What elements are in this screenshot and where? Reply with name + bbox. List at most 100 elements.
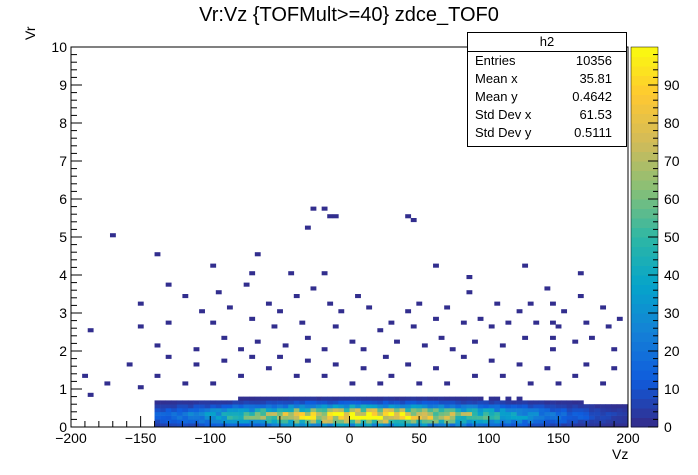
heatmap-cell [360,396,367,401]
heatmap-cell [460,354,467,359]
heatmap-cell [538,400,545,405]
heatmap-cell [371,404,378,409]
heatmap-cell [160,411,166,416]
stats-row: Entries 10356 [468,52,626,70]
heatmap-cell [577,408,584,413]
heatmap-cell [299,415,306,420]
heatmap-cell [499,373,506,378]
stats-key: Mean y [475,89,518,104]
heatmap-cell [310,396,317,401]
heatmap-cell [589,411,595,416]
heatmap-cell [572,423,579,428]
heatmap-cell [483,415,490,420]
heatmap-cell [449,423,456,428]
stats-row: Mean x 35.81 [468,70,626,88]
heatmap-cell [544,400,551,405]
heatmap-cell [238,396,244,401]
heatmap-cell [154,408,161,413]
heatmap-cell [589,415,595,420]
palette-step [631,379,658,390]
heatmap-cell [444,305,451,310]
heatmap-cell [327,419,334,424]
heatmap-cell [199,415,205,420]
color-palette [630,46,659,428]
heatmap-cell [327,423,334,428]
heatmap-cell [538,411,545,416]
heatmap-cell [511,411,517,416]
heatmap-cell [566,411,573,416]
palette-step [631,218,658,228]
heatmap-cell [516,404,523,409]
heatmap-cell [176,415,183,420]
heatmap-cell [438,419,445,424]
heatmap-cell [611,415,618,420]
heatmap-cell [187,404,194,409]
heatmap-cell [533,400,540,405]
heatmap-cell [282,408,289,413]
heatmap-cell [466,290,473,295]
heatmap-cell [288,419,295,424]
heatmap-cell [215,290,222,295]
palette-step [631,56,658,67]
heatmap-cell [321,411,328,416]
heatmap-cell [366,404,373,409]
heatmap-cell [433,396,439,401]
heatmap-cell [232,411,239,416]
heatmap-cell [332,400,339,405]
heatmap-cell [377,419,384,424]
chart-title: Vr:Vz {TOFMult>=40} zdce_TOF0 [199,4,499,26]
heatmap-cell [410,408,417,413]
heatmap-cell [316,404,322,409]
heatmap-cell [238,415,244,420]
z-tick-label: 40 [664,267,680,283]
heatmap-cell [533,404,540,409]
palette-step [631,275,658,285]
heatmap-cell [349,339,356,344]
heatmap-cell [405,408,412,413]
heatmap-cell [327,396,334,401]
heatmap-cell [455,396,462,401]
heatmap-cell [299,423,306,428]
heatmap-cell [366,411,373,416]
heatmap-cell [321,419,328,424]
heatmap-cell [243,419,250,424]
heatmap-cell [516,411,523,416]
heatmap-cell [449,415,456,420]
heatmap-cell [594,423,601,428]
heatmap-cell [410,404,417,409]
heatmap-cell [355,396,361,401]
heatmap-cell [293,404,300,409]
heatmap-cell [204,404,211,409]
heatmap-cell [109,233,116,238]
heatmap-cell [282,411,289,416]
heatmap-cell [232,400,239,405]
heatmap-cell [377,404,384,409]
heatmap-cell [221,415,228,420]
heatmap-cell [382,415,389,420]
heatmap-cell [388,415,395,420]
heatmap-cell [399,396,406,401]
heatmap-cell [405,362,412,367]
heatmap-cell [232,415,239,420]
heatmap-cell [410,419,417,424]
heatmap-cell [288,396,295,401]
heatmap-cell [472,404,478,409]
heatmap-cell [449,408,456,413]
heatmap-cell [505,396,512,401]
heatmap-cell [210,263,217,268]
heatmap-cell [282,415,289,420]
heatmap-cell [438,400,445,405]
heatmap-cell [332,411,339,416]
heatmap-cell [438,423,445,428]
heatmap-cell [171,423,178,428]
heatmap-cell [187,415,194,420]
heatmap-cell [343,423,350,428]
heatmap-cell [343,415,350,420]
heatmap-cell [550,347,556,352]
heatmap-cell [477,415,484,420]
heatmap-cell [299,396,306,401]
heatmap-cell [438,415,445,420]
heatmap-cell [332,396,339,401]
heatmap-cell [371,408,378,413]
heatmap-cell [477,408,484,413]
